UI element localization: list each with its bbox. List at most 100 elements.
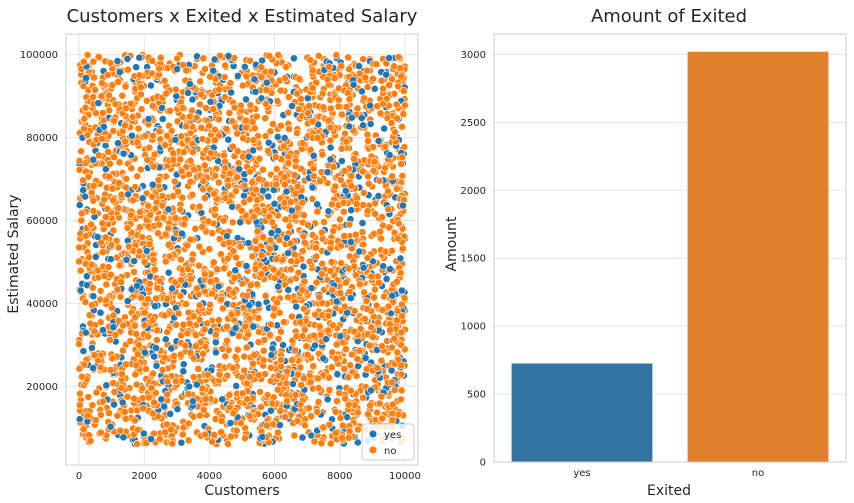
scatter-point-no: [291, 212, 299, 221]
scatter-point-no: [272, 165, 281, 173]
scatter-point-yes: [168, 284, 176, 293]
scatter-point-yes: [397, 286, 406, 295]
scatter-point-no: [327, 200, 336, 209]
scatter-point-yes: [357, 114, 366, 122]
scatter-y-tick-label: 80000: [26, 133, 58, 144]
scatter-point-no: [107, 240, 116, 249]
scatter-point-no: [177, 255, 185, 264]
scatter-point-no: [200, 194, 209, 202]
scatter-point-no: [293, 182, 302, 191]
scatter-point-no: [300, 211, 308, 220]
bar-x-ticks: yes no: [573, 468, 764, 479]
scatter-title: Customers x Exited x Estimated Salary: [67, 6, 418, 27]
scatter-point-no: [97, 428, 105, 437]
scatter-point-yes: [279, 341, 287, 349]
scatter-point-no: [205, 245, 214, 253]
scatter-point-yes: [158, 115, 167, 123]
scatter-point-no: [90, 327, 99, 336]
scatter-point-yes: [240, 62, 249, 71]
scatter-point-no: [248, 252, 257, 261]
scatter-point-no: [233, 129, 242, 138]
scatter-point-no: [296, 400, 305, 409]
scatter-point-no: [79, 176, 87, 185]
scatter-point-no: [169, 149, 178, 158]
scatter-point-no: [281, 412, 289, 421]
scatter-point-no: [183, 265, 192, 274]
scatter-point-no: [298, 198, 307, 207]
scatter-point-no: [385, 223, 393, 232]
scatter-point-yes: [150, 352, 158, 361]
scatter-point-no: [158, 201, 167, 210]
scatter-point-yes: [166, 409, 175, 418]
scatter-point-no: [342, 278, 350, 287]
scatter-point-no: [328, 348, 337, 357]
scatter-point-no: [89, 181, 98, 190]
scatter-point-yes: [214, 282, 223, 291]
scatter-point-no: [334, 102, 343, 111]
scatter-point-no: [184, 390, 193, 398]
scatter-point-no: [160, 76, 169, 85]
scatter-point-yes: [223, 232, 231, 240]
scatter-point-no: [308, 84, 317, 93]
scatter-point-no: [153, 326, 162, 335]
scatter-point-no: [138, 233, 147, 242]
scatter-point-no: [396, 269, 405, 278]
scatter-point-no: [168, 439, 177, 448]
scatter-point-yes: [299, 262, 308, 271]
scatter-point-no: [381, 163, 390, 172]
scatter-point-no: [211, 205, 219, 214]
scatter-point-no: [234, 260, 243, 269]
scatter-point-no: [195, 411, 204, 420]
scatter-point-no: [314, 398, 323, 406]
scatter-point-no: [358, 167, 367, 176]
scatter-point-no: [248, 117, 257, 126]
scatter-point-yes: [268, 344, 277, 353]
scatter-point-yes: [332, 297, 341, 306]
scatter-point-no: [133, 138, 142, 147]
scatter-point-no: [97, 92, 106, 101]
scatter-point-yes: [288, 102, 296, 110]
scatter-point-yes: [264, 192, 273, 201]
scatter-point-no: [220, 73, 229, 82]
scatter-point-no: [327, 258, 336, 266]
scatter-point-no: [337, 110, 346, 119]
scatter-point-no: [283, 396, 291, 405]
scatter-point-no: [259, 165, 267, 174]
scatter-point-yes: [81, 328, 90, 337]
scatter-point-no: [363, 254, 372, 262]
scatter-point-yes: [345, 122, 354, 131]
scatter-point-no: [261, 370, 269, 378]
scatter-point-yes: [89, 364, 97, 372]
scatter-point-no: [388, 409, 397, 418]
scatter-point-yes: [102, 381, 111, 390]
scatter-point-no: [241, 322, 250, 331]
scatter-point-no: [359, 240, 368, 249]
bar-x-tick-label: no: [752, 468, 764, 479]
scatter-point-yes: [274, 227, 282, 235]
scatter-point-yes: [226, 419, 235, 427]
scatter-point-no: [294, 105, 303, 114]
scatter-point-no: [211, 330, 220, 339]
scatter-point-no: [350, 307, 359, 315]
scatter-point-no: [249, 359, 257, 368]
scatter-point-yes: [244, 152, 253, 161]
scatter-point-no: [286, 198, 295, 206]
scatter-point-no: [352, 200, 361, 208]
scatter-point-no: [342, 103, 351, 111]
bar-y-tick-label: 2000: [461, 186, 486, 197]
scatter-point-no: [129, 196, 137, 205]
scatter-point-no: [256, 387, 264, 396]
scatter-point-no: [206, 277, 215, 286]
scatter-point-no: [210, 136, 219, 144]
scatter-point-yes: [109, 323, 118, 332]
scatter-point-no: [152, 336, 161, 344]
scatter-point-no: [384, 187, 392, 196]
scatter-point-no: [287, 356, 296, 365]
scatter-point-yes: [106, 422, 115, 431]
scatter-point-no: [318, 89, 327, 98]
scatter-point-yes: [326, 143, 335, 152]
scatter-point-no: [174, 187, 182, 196]
scatter-point-no: [121, 121, 129, 130]
scatter-point-no: [98, 79, 106, 88]
scatter-point-yes: [106, 255, 115, 264]
